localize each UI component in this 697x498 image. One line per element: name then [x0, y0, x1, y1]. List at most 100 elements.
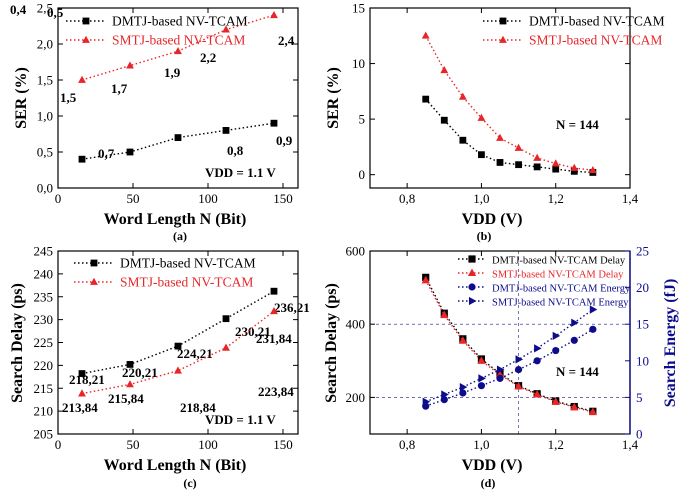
data-point	[515, 161, 522, 169]
x-tick-label: 0	[55, 191, 62, 206]
data-point	[458, 92, 467, 100]
data-point	[477, 382, 486, 390]
x-axis-label: VDD (V)	[462, 457, 523, 474]
annotation: VDD = 1.1 V	[205, 165, 276, 180]
data-point	[514, 381, 523, 390]
y-right-tick-label: 25	[636, 244, 649, 259]
data-label: 220,21	[122, 365, 158, 380]
panel-caption: (a)	[173, 229, 187, 243]
data-point	[571, 318, 579, 327]
x-axis-label: VDD (V)	[462, 211, 523, 228]
data-label: 2,4	[278, 33, 295, 48]
y-tick-label: 240	[34, 266, 54, 281]
data-point	[588, 165, 597, 174]
y-tick-label: 15	[352, 1, 365, 16]
panel-d: 0,8 1,0 1,2 1,4 200 400 600 0 5 10 15 20 25 Search En…	[323, 244, 679, 491]
data-point	[570, 402, 579, 411]
x-axis-label: Word Length N (Bit)	[104, 457, 247, 474]
legend-marker	[82, 17, 90, 25]
x-tick-label: 50	[127, 437, 140, 452]
data-point	[552, 331, 561, 341]
y-right-axis-label: Search Energy (fJ)	[662, 279, 679, 408]
legend-label: SMTJ-based NV-TCAM Delay	[492, 270, 624, 281]
y-axis-label: Search Delay (ps)	[323, 283, 340, 403]
x-tick-label: 1,0	[473, 437, 489, 452]
data-point	[478, 374, 486, 383]
legend-label: SMTJ-based NV-TCAM	[112, 33, 245, 48]
panel-b: 0,8 1,0 1,2 1,4 0 5 10 15 VDD (V) SER (%) (b) DMTJ-…	[325, 1, 665, 244]
data-point	[174, 134, 182, 141]
x-tick-label: 1,4	[622, 437, 639, 452]
y-right-tick-label: 10	[636, 353, 649, 368]
panel-a: 0 50 100 150 0,0 0,5 1,0 1,5 2,0 2,5 Word Length N…	[10, 1, 299, 243]
data-label: 236,21	[274, 300, 310, 315]
data-point	[440, 65, 449, 74]
y-tick-label: 210	[34, 404, 54, 419]
data-label: 224,21	[177, 346, 213, 361]
data-point	[270, 287, 278, 295]
data-label: 218,84	[180, 400, 216, 415]
x-tick-label: 50	[127, 191, 140, 206]
y-tick-label: 245	[34, 244, 54, 259]
data-label: 231,84	[256, 331, 292, 346]
y-tick-label: 205	[34, 427, 54, 442]
data-point	[126, 61, 134, 69]
data-point	[421, 275, 430, 284]
data-point	[174, 366, 182, 374]
data-point	[477, 356, 486, 364]
legend-marker	[499, 17, 507, 25]
data-point	[533, 153, 542, 161]
y-right-tick-label: 20	[636, 280, 649, 295]
data-label: 218,21	[69, 372, 105, 387]
y-tick-label: 1,0	[37, 109, 53, 124]
plot-frame	[57, 7, 299, 189]
data-point	[458, 336, 467, 344]
data-point	[533, 389, 542, 398]
series-line	[81, 122, 275, 160]
annotation: N = 144	[556, 364, 599, 379]
legend-marker	[82, 35, 90, 43]
legend-marker	[499, 35, 507, 43]
y-tick-label: 215	[34, 381, 54, 396]
data-point	[459, 389, 467, 397]
y-tick-label: 235	[34, 289, 54, 304]
data-point	[422, 397, 431, 406]
data-point	[78, 75, 86, 83]
data-point	[551, 159, 560, 167]
panel-caption: (d)	[481, 476, 496, 490]
legend-marker	[468, 255, 476, 263]
data-point	[222, 315, 230, 323]
x-tick-label: 0,8	[399, 191, 415, 206]
data-point	[422, 95, 430, 103]
series-line	[425, 35, 593, 171]
x-tick-label: 0,8	[399, 437, 415, 452]
data-point	[588, 407, 597, 416]
legend-label: SMTJ-based NV-TCAM	[529, 33, 662, 48]
y-tick-label: 1,5	[37, 73, 53, 88]
data-point	[589, 305, 598, 314]
data-point	[270, 306, 278, 315]
data-point	[533, 163, 541, 171]
data-point	[478, 151, 485, 159]
data-point	[222, 127, 230, 134]
data-point	[126, 148, 134, 156]
panel-caption: (c)	[183, 476, 196, 490]
data-point	[222, 25, 230, 33]
y-tick-label: 5	[359, 112, 366, 127]
data-point	[174, 342, 182, 350]
series-line	[425, 277, 594, 412]
x-tick-label: 1,2	[548, 437, 564, 452]
data-point	[552, 165, 560, 173]
data-label: 0,4	[10, 2, 27, 17]
series-line	[425, 98, 593, 174]
data-point	[496, 159, 504, 166]
y-tick-label: 2,5	[37, 1, 53, 16]
legend-label: DMTJ-based NV-TCAM	[112, 14, 248, 29]
legend-marker	[467, 268, 477, 277]
legend-label: SMTJ-based NV-TCAM	[120, 275, 253, 290]
panel-caption: (b)	[477, 229, 492, 243]
x-tick-label: 100	[198, 437, 218, 452]
data-point	[570, 167, 578, 175]
y-axis-label: Search Delay (ps)	[9, 283, 26, 403]
data-point	[441, 390, 449, 399]
